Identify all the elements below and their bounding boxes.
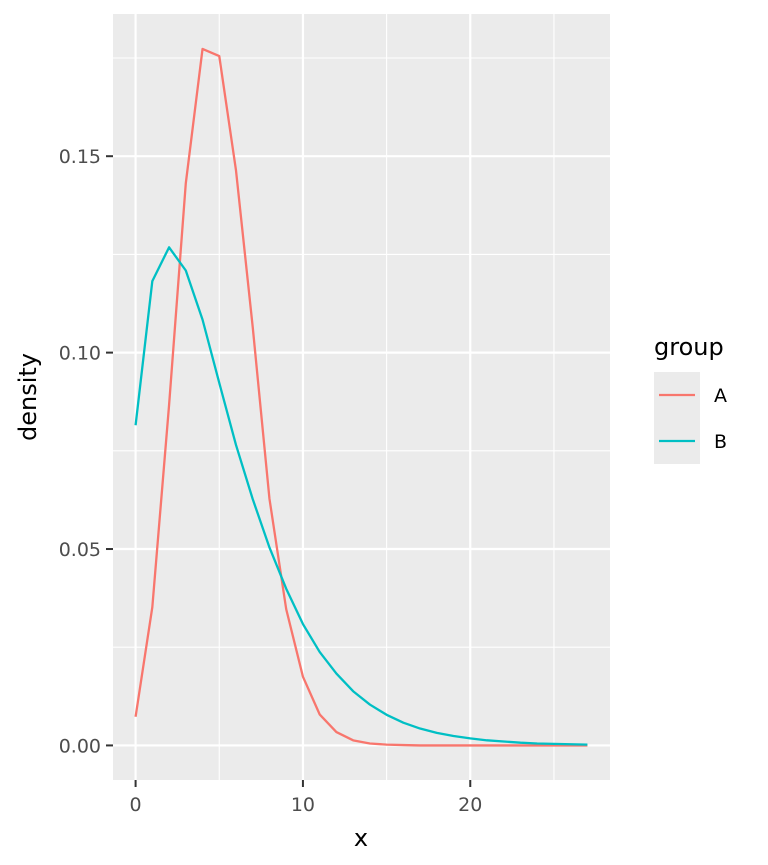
x-tick-label: 10: [291, 794, 315, 816]
y-tick-label: 0.10: [59, 343, 101, 365]
grid-lines: [113, 14, 610, 780]
y-axis-title: density: [14, 353, 42, 441]
legend-label-a: A: [714, 385, 727, 407]
series-lines: [134, 47, 588, 747]
y-tick-label: 0.00: [59, 735, 101, 757]
series-line-a: [134, 47, 588, 747]
series-line-b: [134, 246, 588, 746]
x-axis-title: x: [354, 824, 368, 852]
y-tick-label: 0.15: [59, 146, 101, 168]
axes: 0 10 20 0.00 0.05 0.10 0.15: [59, 146, 483, 816]
y-tick-label: 0.05: [59, 539, 101, 561]
panel-background: [113, 14, 610, 780]
x-tick-label: 20: [458, 794, 482, 816]
legend-title: group: [654, 333, 724, 361]
legend-label-b: B: [714, 431, 727, 453]
x-tick-label: 0: [130, 794, 142, 816]
legend: group A B: [654, 333, 727, 464]
